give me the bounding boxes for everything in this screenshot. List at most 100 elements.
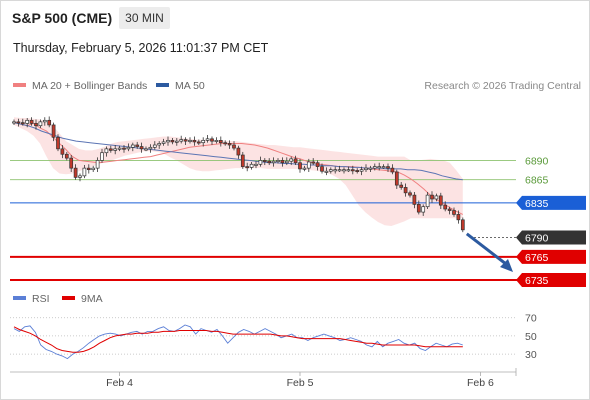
candle-body	[368, 167, 373, 170]
candle-body	[152, 144, 157, 148]
candle-body	[188, 140, 192, 142]
candle-body	[86, 167, 91, 171]
candle-body	[227, 143, 232, 146]
candle-body	[122, 147, 126, 150]
bollinger-band	[14, 117, 463, 226]
candle-body	[293, 158, 298, 164]
candle-body	[443, 204, 448, 210]
candle-body	[346, 169, 351, 172]
candle-body	[179, 139, 184, 142]
level-label-6865: 6865	[525, 175, 549, 187]
price-panel: 6890 6865 6835 6790 6765 6735	[10, 116, 586, 287]
candle-body	[170, 140, 175, 143]
candle-body	[337, 169, 342, 172]
rsi-tick-70: 70	[525, 313, 537, 325]
candle-body	[113, 148, 118, 151]
candle-body	[386, 166, 390, 169]
candle-body	[460, 219, 465, 231]
candle-body	[135, 144, 140, 147]
rsi-panel: 70 50 30	[10, 313, 537, 361]
candle-body	[148, 146, 153, 150]
candle-body	[298, 162, 302, 170]
timestamp: Thursday, February 5, 2026 11:01:37 PM C…	[13, 41, 269, 55]
legend-swatch-rsi	[13, 296, 26, 301]
candle-body	[258, 160, 263, 165]
legend-swatch-9ma	[62, 296, 75, 301]
x-tick-label: Feb 5	[287, 377, 314, 389]
level-label-6765: 6765	[525, 252, 549, 264]
candle-body	[126, 146, 131, 150]
legend-ma50: MA 50	[156, 80, 205, 92]
rsi-tick-50: 50	[525, 331, 537, 343]
candle-body	[416, 204, 421, 213]
candle-body	[95, 160, 100, 169]
candle-body	[223, 142, 228, 145]
candle-body	[421, 206, 426, 213]
candle-body	[355, 170, 360, 172]
candle-body	[306, 161, 311, 169]
candle-body	[91, 167, 96, 171]
level-tag-6790	[516, 230, 586, 245]
candle-body	[271, 160, 276, 164]
candle-body	[214, 140, 219, 142]
candle-body	[117, 147, 122, 150]
candle-body	[236, 147, 241, 156]
legend-label-rsi: RSI	[32, 293, 50, 305]
candle-body	[390, 167, 395, 173]
candle-body	[249, 163, 254, 168]
legend-rsi: RSI	[13, 293, 50, 305]
candle-body	[20, 122, 25, 125]
timeframe-badge[interactable]: 30 MIN	[119, 7, 170, 29]
legend-label-ma20: MA 20 + Bollinger Bands	[32, 80, 148, 92]
candle-body	[47, 119, 52, 126]
candle-body	[284, 160, 289, 164]
candle-body	[196, 141, 201, 144]
candle-body	[333, 169, 338, 172]
forecast-arrow-shaft	[465, 232, 507, 266]
candle-body	[166, 140, 170, 143]
candle-body	[29, 119, 34, 124]
candle-body	[174, 140, 179, 143]
candle-body	[324, 170, 329, 173]
candle-body	[311, 161, 316, 164]
candle-body	[38, 121, 43, 127]
candle-body	[280, 160, 285, 164]
candle-body	[276, 160, 280, 162]
level-tag-6735	[516, 272, 586, 287]
level-label-6735: 6735	[525, 275, 549, 287]
candle-body	[60, 148, 65, 155]
candle-body	[315, 162, 320, 167]
candle-body	[240, 154, 245, 167]
candle-body	[12, 121, 16, 124]
instrument-title: S&P 500 (CME)	[12, 10, 113, 26]
candle-body	[452, 210, 456, 215]
candle-body	[104, 148, 109, 154]
level-tag-6835	[516, 195, 586, 210]
candle-body	[78, 175, 82, 178]
candle-body	[201, 140, 206, 144]
rsi-9ma-line	[13, 326, 463, 353]
candle-body	[73, 167, 78, 178]
candle-body	[267, 160, 272, 164]
candle-body	[16, 121, 21, 124]
legend-ma20-bb: MA 20 + Bollinger Bands	[13, 80, 147, 92]
legend-label-9ma: 9MA	[81, 293, 103, 305]
candle-body	[381, 166, 386, 169]
candle-body	[183, 139, 188, 142]
candle-body	[82, 167, 87, 177]
candle-body	[447, 208, 452, 211]
candle-body	[403, 187, 408, 194]
candle-body	[408, 192, 412, 196]
legend-label-ma50: MA 50	[175, 80, 205, 92]
level-label-6790: 6790	[525, 233, 549, 245]
candle-body	[139, 146, 144, 150]
candle-body	[430, 194, 434, 200]
candle-body	[100, 152, 104, 161]
candle-body	[25, 119, 30, 124]
candle-body	[328, 169, 333, 172]
candle-body	[34, 123, 38, 127]
candle-body	[205, 138, 210, 141]
candle-body	[412, 194, 417, 205]
candle-body	[232, 144, 236, 149]
